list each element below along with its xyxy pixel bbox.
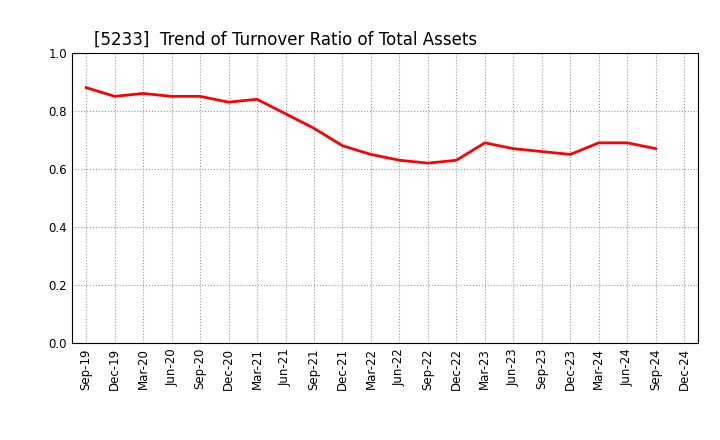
Text: [5233]  Trend of Turnover Ratio of Total Assets: [5233] Trend of Turnover Ratio of Total … xyxy=(94,31,477,49)
